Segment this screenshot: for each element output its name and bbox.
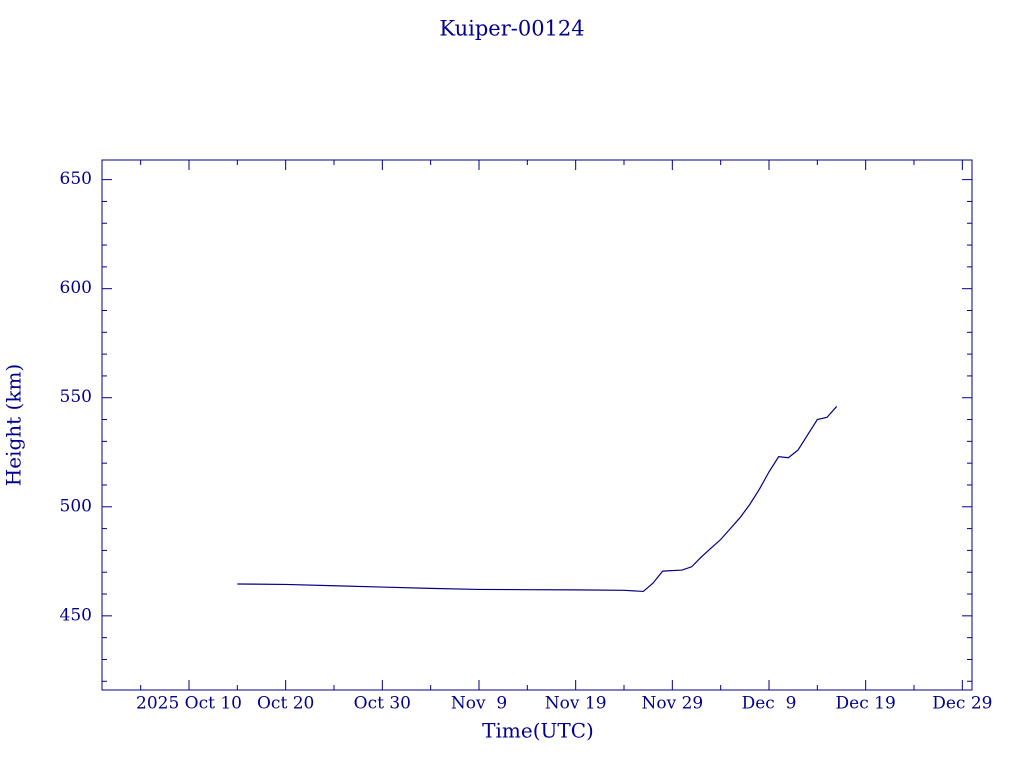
- x-tick-label: Dec 19: [836, 694, 896, 714]
- line: [237, 406, 838, 593]
- x-tick-label: Dec 9: [742, 694, 797, 714]
- y-tick-label: 450: [60, 605, 92, 625]
- x-tick-label: Nov 9: [451, 694, 507, 714]
- y-tick-label: 600: [60, 278, 92, 298]
- y-tick-label: 650: [60, 169, 92, 189]
- x-tick-label: Oct 30: [354, 694, 411, 714]
- y-tick-label: 550: [60, 387, 92, 407]
- x-tick-label: Nov 29: [641, 694, 703, 714]
- y-axis-label: Height (km): [2, 364, 26, 486]
- chart-title: Kuiper-00124: [439, 17, 584, 41]
- y-tick-label: 500: [60, 496, 92, 516]
- x-tick-label: Oct 20: [257, 694, 314, 714]
- x-tick-label: Dec 29: [932, 694, 992, 714]
- x-axis-label: Time(UTC): [482, 719, 594, 743]
- plot-frame: [101, 159, 973, 691]
- x-tick-label: 2025 Oct 10: [136, 694, 242, 714]
- x-tick-label: Nov 19: [545, 694, 607, 714]
